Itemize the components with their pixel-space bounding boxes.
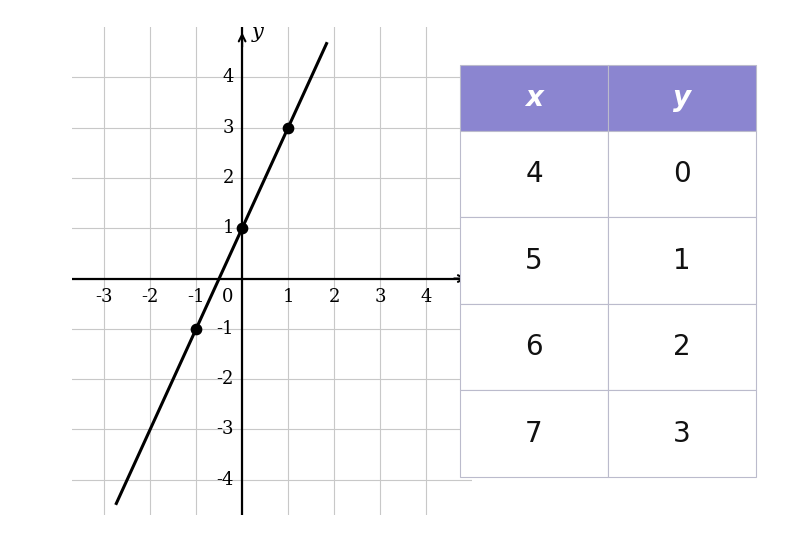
Text: 2: 2 [328,288,340,306]
Text: -3: -3 [216,421,234,438]
Bar [460,304,608,390]
Text: 4: 4 [525,160,543,188]
Text: -2: -2 [217,370,234,388]
Text: -2: -2 [142,288,159,306]
Bar [460,390,608,477]
Text: 2: 2 [222,169,234,187]
Text: 3: 3 [673,420,691,448]
Text: 0: 0 [222,288,234,306]
Text: -1: -1 [216,320,234,338]
Text: 3: 3 [374,288,386,306]
Text: x: x [525,84,543,112]
Text: 6: 6 [525,333,543,361]
Bar [608,131,756,217]
Point [190,325,202,333]
Bar [460,131,608,217]
Bar [608,217,756,304]
Point [236,224,249,233]
Point [282,124,294,132]
Text: 3: 3 [222,119,234,137]
Text: 1: 1 [673,247,691,275]
Text: -1: -1 [187,288,205,306]
Text: -4: -4 [217,470,234,489]
Text: 2: 2 [673,333,691,361]
Bar [608,390,756,477]
Bar [608,65,756,131]
Text: 1: 1 [222,220,234,237]
Text: 5: 5 [525,247,543,275]
Text: x: x [462,296,474,315]
Bar [460,65,608,131]
Text: y: y [252,23,264,42]
Text: 7: 7 [525,420,543,448]
Text: y: y [673,84,691,112]
Text: 4: 4 [222,68,234,86]
Text: 4: 4 [420,288,432,306]
Text: -3: -3 [95,288,113,306]
Bar [460,217,608,304]
Bar [608,304,756,390]
Text: 0: 0 [673,160,691,188]
Text: 1: 1 [282,288,294,306]
